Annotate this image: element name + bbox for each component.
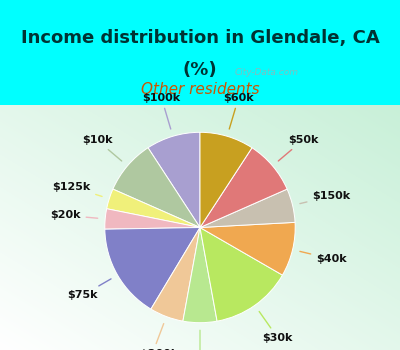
Text: $40k: $40k [300,251,347,264]
Wedge shape [105,209,200,229]
Wedge shape [200,148,287,228]
Text: $20k: $20k [50,210,98,220]
Text: $75k: $75k [68,279,111,300]
Wedge shape [148,132,200,228]
Wedge shape [200,228,282,321]
Text: Income distribution in Glendale, CA: Income distribution in Glendale, CA [21,29,379,47]
Text: City-Data.com: City-Data.com [235,68,299,77]
Wedge shape [105,228,200,309]
Wedge shape [200,132,252,228]
Wedge shape [151,228,200,321]
Text: $10k: $10k [82,135,122,161]
Text: $200k: $200k [181,330,219,350]
Wedge shape [200,189,295,228]
Wedge shape [200,222,295,275]
Text: $150k: $150k [300,191,350,204]
Wedge shape [183,228,217,323]
Text: $125k: $125k [52,182,102,196]
Text: $60k: $60k [223,93,254,129]
Text: (%): (%) [183,61,217,79]
Wedge shape [113,148,200,228]
Text: > $200k: > $200k [127,324,178,350]
Wedge shape [107,189,200,228]
Text: $30k: $30k [259,312,293,343]
Text: $100k: $100k [142,93,180,129]
Text: $50k: $50k [278,135,318,161]
Text: Other residents: Other residents [141,82,259,97]
